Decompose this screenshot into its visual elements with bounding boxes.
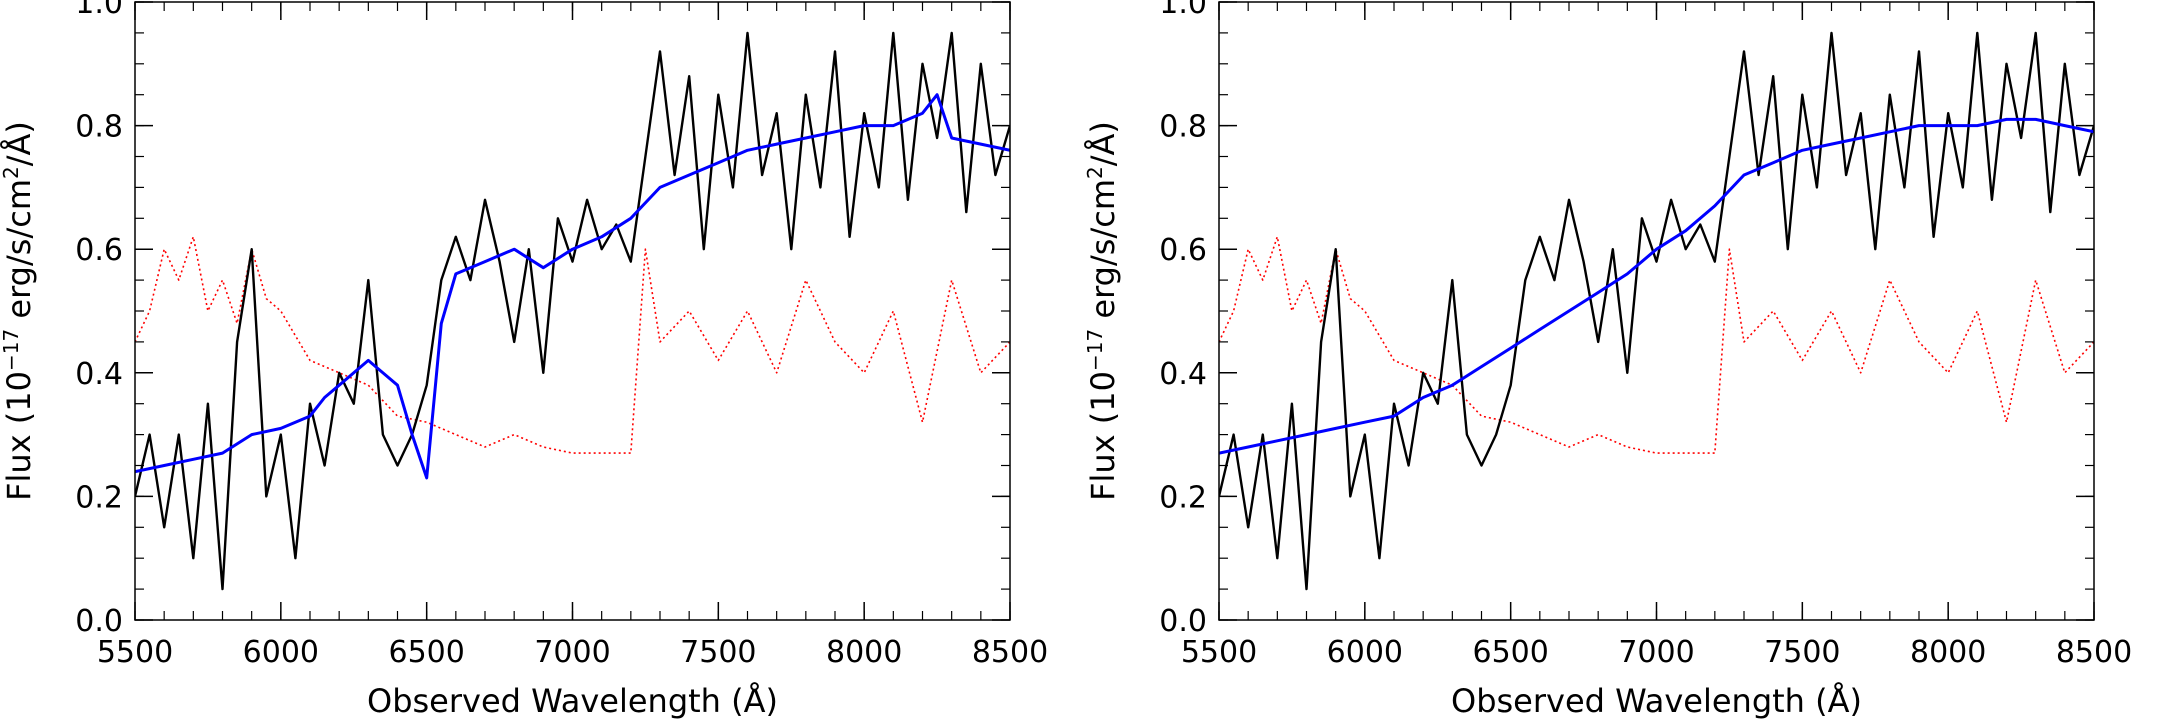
y-tick-label: 0.2 [75, 480, 123, 515]
x-tick-label: 5500 [97, 635, 173, 670]
x-tick-label: 7500 [1764, 635, 1840, 670]
observed-spectrum-line [135, 31, 1010, 591]
y-tick-label: 0.6 [1159, 233, 1207, 268]
y-tick-label: 0.2 [1159, 480, 1207, 515]
x-tick-label: 7000 [534, 635, 610, 670]
y-tick-label: 0.4 [1159, 357, 1207, 392]
y-axis-label-superscript: −17 [1084, 329, 1107, 371]
x-tick-label: 7500 [680, 635, 756, 670]
x-axis-label: Observed Wavelength (Å) [367, 682, 778, 720]
x-tick-label: 8500 [972, 635, 1048, 670]
plot-area: 5500 6000 6500 7000 7500 8000 8500 0.0 0.2 0.4 0.6… [1083, 0, 2132, 720]
y-tick-label: 0.0 [75, 604, 123, 639]
y-tick-label: 0.4 [75, 357, 123, 392]
y-axis-label-superscript: −17 [0, 329, 23, 371]
error-spectrum-line [1219, 236, 2094, 454]
y-axis-label: Flux (10−17 erg/s/cm2/Å) [0, 121, 38, 501]
x-tick-label: 8500 [2056, 635, 2132, 670]
series-group [135, 31, 1010, 591]
x-tick-label: 7000 [1618, 635, 1694, 670]
y-axis-label-superscript: 2 [0, 166, 23, 179]
y-axis-label-part: /Å) [1084, 121, 1122, 166]
y-tick-label: 0.0 [1159, 604, 1207, 639]
y-axis-label-part: erg/s/cm [1084, 179, 1122, 329]
x-tick-label: 6500 [388, 635, 464, 670]
x-tick-label: 8000 [1910, 635, 1986, 670]
y-axis-label-superscript: 2 [1084, 166, 1107, 179]
y-axis-label-part: erg/s/cm [0, 179, 38, 329]
plot-frame [134, 1, 1011, 621]
plot-frame [1218, 1, 2095, 621]
y-axis-label-part: /Å) [0, 121, 38, 166]
model-spectrum-line [1219, 117, 2094, 455]
x-tick-label: 8000 [826, 635, 902, 670]
observed-spectrum-line [1219, 31, 2094, 591]
x-tick-label: 6000 [243, 635, 319, 670]
x-axis-label: Observed Wavelength (Å) [1451, 682, 1862, 720]
y-axis-label: Flux (10−17 erg/s/cm2/Å) [1084, 121, 1122, 501]
x-tick-label: 6000 [1327, 635, 1403, 670]
x-tick-label: 5500 [1181, 635, 1257, 670]
y-axis-label-part: Flux (10 [0, 371, 38, 501]
y-tick-label: 0.8 [75, 110, 123, 145]
y-tick-label: 0.6 [75, 233, 123, 268]
y-tick-label: 1.0 [1159, 0, 1207, 21]
right-spectrum-chart: 5500 6000 6500 7000 7500 8000 8500 0.0 0.2 0.4 0.6… [1083, 0, 2132, 720]
plot-area: 5500 6000 6500 7000 7500 8000 8500 0.0 0.2 0.4 0.6… [0, 0, 1048, 720]
y-axis-label-part: Flux (10 [1084, 371, 1122, 501]
left-spectrum-chart: 5500 6000 6500 7000 7500 8000 8500 0.0 0.2 0.4 0.6… [0, 0, 1048, 720]
series-group [1219, 31, 2094, 591]
y-tick-label: 1.0 [75, 0, 123, 21]
x-tick-label: 6500 [1472, 635, 1548, 670]
error-spectrum-line [135, 236, 1010, 454]
right-chart-panel: 5500 6000 6500 7000 7500 8000 8500 0.0 0.2 0.4 0.6… [1083, 0, 2168, 723]
left-chart-panel: 5500 6000 6500 7000 7500 8000 8500 0.0 0.2 0.4 0.6… [0, 0, 1084, 723]
y-tick-label: 0.8 [1159, 110, 1207, 145]
model-spectrum-line [135, 93, 1010, 480]
